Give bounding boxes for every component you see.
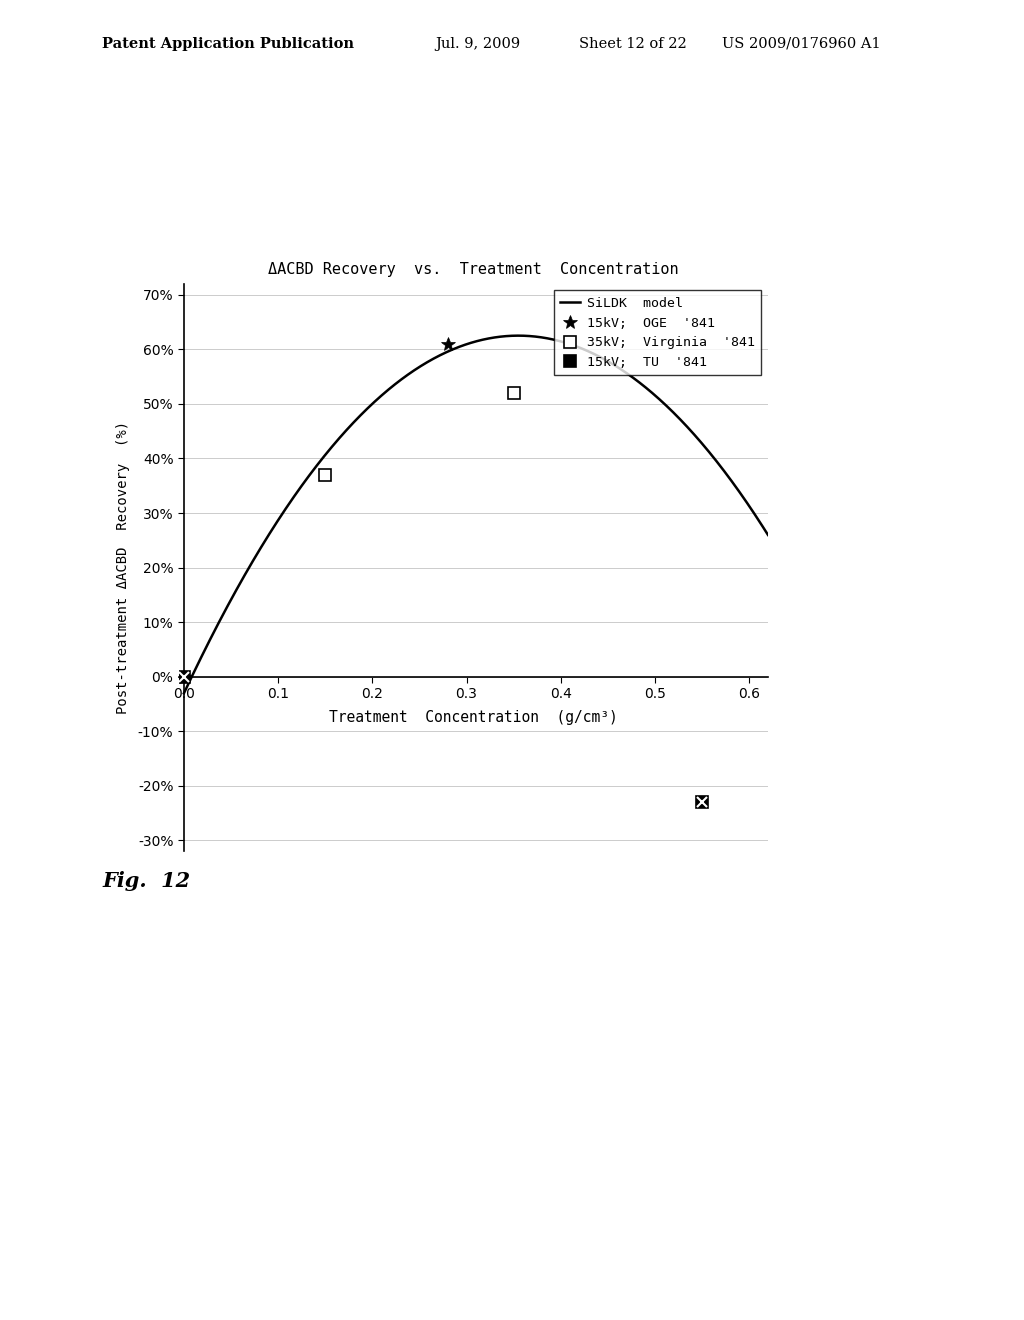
Legend: SiLDK  model, 15kV;  OGE  '841, 35kV;  Virginia  '841, 15kV;  TU  '841: SiLDK model, 15kV; OGE '841, 35kV; Virgi… [554, 290, 762, 375]
Text: US 2009/0176960 A1: US 2009/0176960 A1 [722, 37, 881, 51]
Text: Jul. 9, 2009: Jul. 9, 2009 [435, 37, 520, 51]
Y-axis label: Post-treatment ΔACBD  Recovery  (%): Post-treatment ΔACBD Recovery (%) [116, 421, 129, 714]
X-axis label: Treatment  Concentration  (g/cm³): Treatment Concentration (g/cm³) [330, 710, 617, 725]
Text: Sheet 12 of 22: Sheet 12 of 22 [579, 37, 686, 51]
Text: Patent Application Publication: Patent Application Publication [102, 37, 354, 51]
Title: ΔACBD Recovery  vs.  Treatment  Concentration: ΔACBD Recovery vs. Treatment Concentrati… [268, 263, 679, 277]
Text: Fig.  12: Fig. 12 [102, 871, 190, 891]
